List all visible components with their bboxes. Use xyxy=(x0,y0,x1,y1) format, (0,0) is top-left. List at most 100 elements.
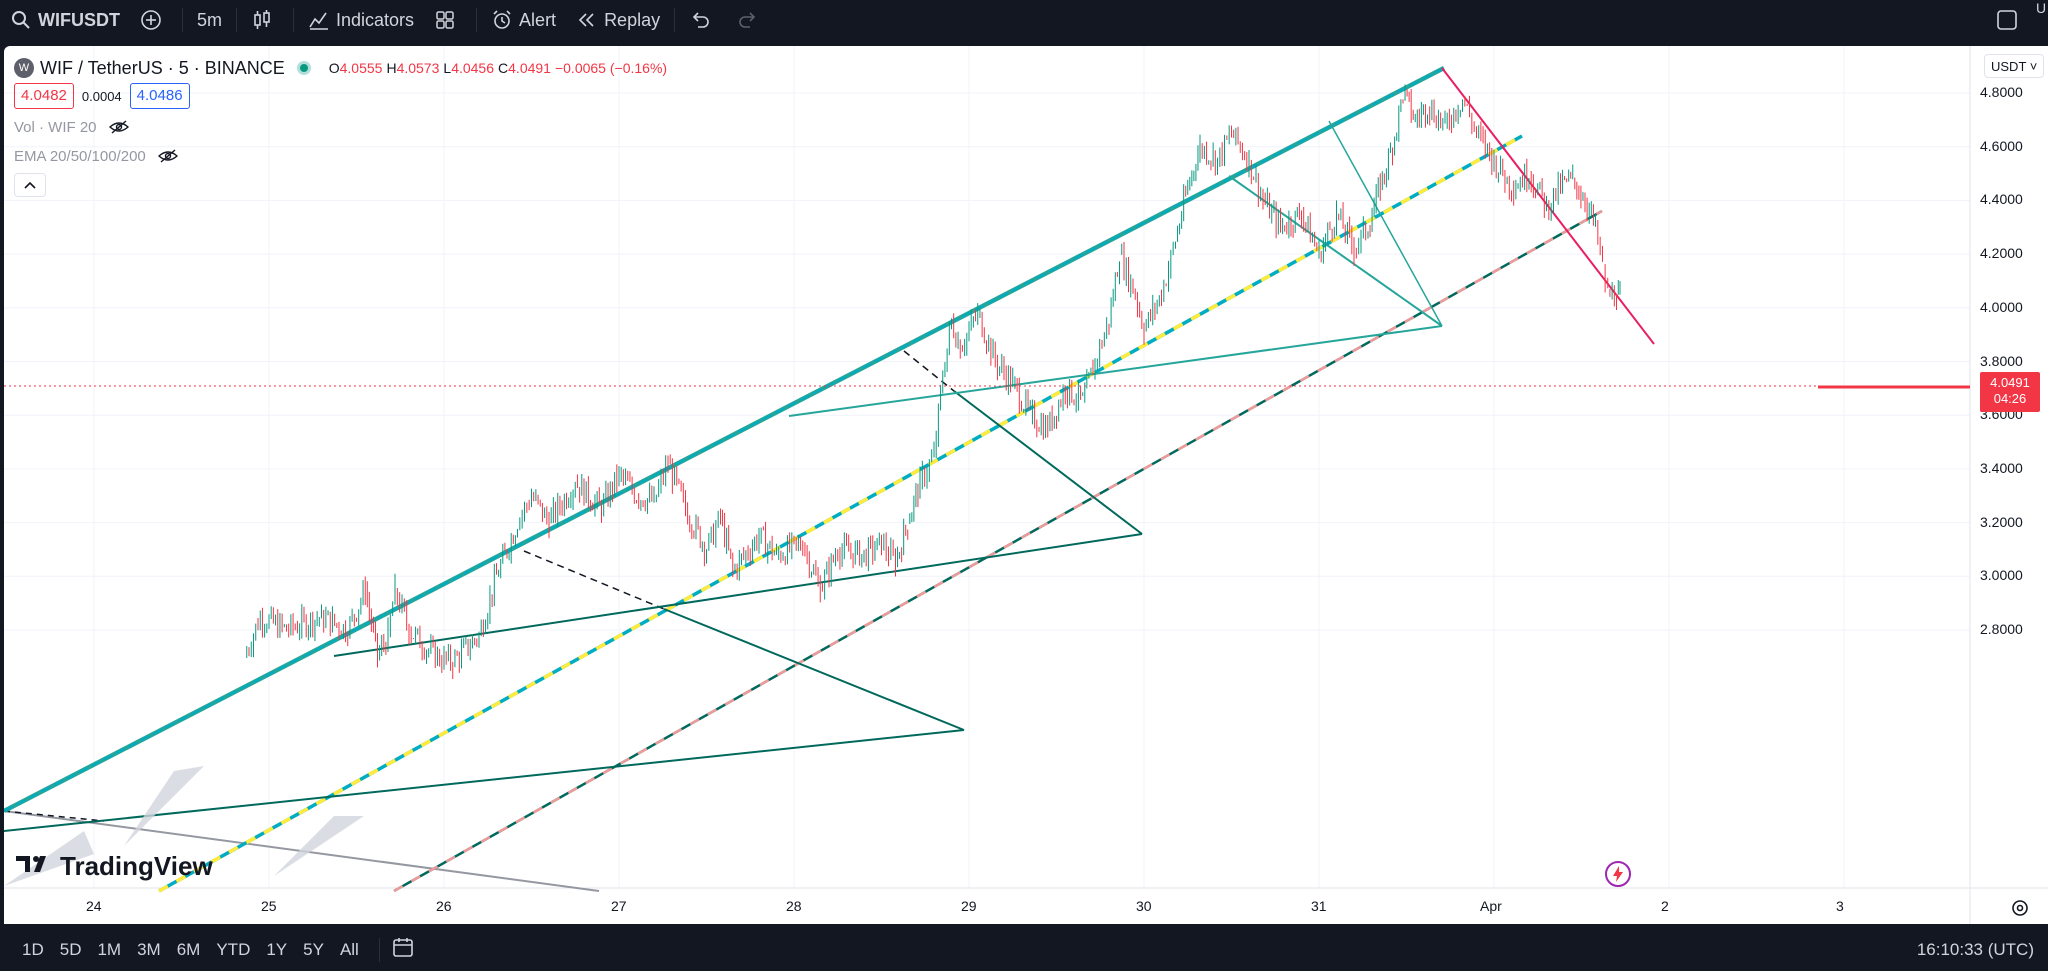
right-edge-text: U xyxy=(2036,0,2047,16)
bid-ask-row: 4.0482 0.0004 4.0486 xyxy=(14,80,671,112)
chart-panel[interactable]: W WIF / TetherUS · 5 · BINANCE O 4.0555 H… xyxy=(4,46,2048,924)
price-tick-label: 3.0000 xyxy=(1980,567,2023,584)
candles-icon xyxy=(251,9,273,31)
toolbar-separator xyxy=(236,8,237,32)
gray-arrow-shape xyxy=(274,816,374,876)
compare-symbol-button[interactable] xyxy=(130,0,178,40)
volume-indicator-label: Vol · WIF 20 xyxy=(14,118,97,136)
calendar-icon xyxy=(392,938,414,962)
close-value: 4.0491 xyxy=(508,60,551,76)
utc-clock[interactable]: 16:10:33 (UTC) xyxy=(1916,940,2034,959)
lower-triangle-resistance xyxy=(663,608,965,731)
close-key: C xyxy=(498,60,509,76)
alert-button[interactable]: Alert xyxy=(481,0,566,40)
range-button-6m[interactable]: 6M xyxy=(176,939,201,959)
range-button-ytd[interactable]: YTD xyxy=(216,939,251,959)
gray-arrow-shape xyxy=(124,766,214,846)
range-button-3m[interactable]: 3M xyxy=(137,939,161,959)
range-button-1d[interactable]: 1D xyxy=(22,939,44,959)
range-button-5d[interactable]: 5D xyxy=(59,939,82,959)
indicators-button[interactable]: Indicators xyxy=(298,0,424,40)
search-icon xyxy=(10,9,32,31)
lower-channel-line xyxy=(393,209,1603,893)
currency-selector[interactable]: USDT ˅ xyxy=(1984,54,2045,78)
chevron-up-icon xyxy=(24,176,36,194)
spread-value: 0.0004 xyxy=(81,88,122,104)
symbol-title[interactable]: WIF / TetherUS · 5 · BINANCE xyxy=(40,57,285,78)
volume-indicator-row[interactable]: Vol · WIF 20 xyxy=(14,112,671,142)
open-value: 4.0555 xyxy=(339,60,383,76)
undo-button[interactable] xyxy=(679,0,727,40)
interval-button[interactable]: 5m xyxy=(196,9,222,30)
gray-arrow-shape xyxy=(4,831,94,886)
upper-triangle-base xyxy=(788,325,1443,417)
replay-button[interactable]: Replay xyxy=(566,0,670,40)
rewind-icon xyxy=(576,9,598,31)
hidden-eye-icon[interactable] xyxy=(108,119,129,135)
gray-dashed-line xyxy=(4,810,105,822)
chart-canvas[interactable] xyxy=(4,46,2048,924)
tradingview-logo[interactable]: TradingView xyxy=(16,851,213,882)
price-tick-label: 4.2000 xyxy=(1980,245,2023,262)
upper-channel-dash xyxy=(4,67,1445,812)
redo-icon xyxy=(737,9,759,31)
high-value: 4.0573 xyxy=(396,60,440,76)
time-tick-label: Apr xyxy=(1480,898,1502,914)
tv-logo-icon xyxy=(16,853,52,881)
hidden-eye-icon[interactable] xyxy=(157,148,178,164)
time-tick-label: 30 xyxy=(1136,898,1152,914)
time-tick-label: 24 xyxy=(86,898,102,914)
plus-circle-icon xyxy=(140,9,162,31)
range-button-5y[interactable]: 5Y xyxy=(303,939,324,959)
symbol-logo-icon: W xyxy=(14,58,34,78)
layouts-button[interactable] xyxy=(424,0,472,40)
redo-button[interactable] xyxy=(727,0,775,40)
change-value: −0.0065 (−0.16%) xyxy=(554,60,668,76)
last-price-value: 4.0491 xyxy=(1990,375,2030,390)
tradingview-watermark: TradingView xyxy=(60,851,213,881)
price-tick-label: 3.8000 xyxy=(1980,352,2023,369)
dashed-connector-2 xyxy=(903,350,955,392)
goto-date-button[interactable] xyxy=(392,936,414,963)
settings-icon[interactable] xyxy=(2010,898,2030,918)
price-tick-label: 2.8000 xyxy=(1980,621,2023,637)
range-button-1y[interactable]: 1Y xyxy=(266,939,288,959)
buy-price-button[interactable]: 4.0486 xyxy=(129,83,190,109)
date-range-list: 1D 5D 1M 3M 6M YTD 1Y 5Y All xyxy=(0,940,367,960)
chart-type-button[interactable] xyxy=(241,0,289,40)
range-button-1m[interactable]: 1M xyxy=(97,939,122,959)
lower-triangle-support xyxy=(4,729,965,832)
market-open-icon xyxy=(296,61,311,75)
collapse-row xyxy=(14,170,671,200)
collapse-legend-button[interactable] xyxy=(14,173,46,197)
square-icon xyxy=(1996,10,2018,35)
lightning-icon[interactable] xyxy=(1604,860,1632,888)
ema-indicator-label: EMA 20/50/100/200 xyxy=(14,147,146,165)
sell-price-button[interactable]: 4.0482 xyxy=(14,83,74,109)
last-price-tag: 4.0491 04:26 xyxy=(1980,372,2040,412)
price-tick-label: 3.4000 xyxy=(1980,459,2023,476)
low-value: 4.0456 xyxy=(451,60,495,76)
toolbar-separator xyxy=(293,8,294,32)
descending-resistance xyxy=(1441,67,1655,345)
symbol-search-button[interactable]: WIFUSDT xyxy=(0,0,130,40)
time-tick-label: 27 xyxy=(611,898,627,914)
fullscreen-button[interactable] xyxy=(1996,9,2018,31)
time-tick-label: 31 xyxy=(1311,898,1327,914)
indicators-label: Indicators xyxy=(336,9,415,30)
alert-label: Alert xyxy=(519,9,557,30)
toolbar-separator xyxy=(674,8,676,32)
upper-triangle-top xyxy=(1228,175,1443,327)
undo-icon xyxy=(689,9,711,31)
price-tick-label: 4.6000 xyxy=(1980,137,2023,154)
toolbar-separator xyxy=(378,937,380,962)
range-button-all[interactable]: All xyxy=(339,939,359,959)
price-tick-label: 3.2000 xyxy=(1980,513,2023,530)
mid-channel-line xyxy=(158,134,1523,893)
ema-indicator-row[interactable]: EMA 20/50/100/200 xyxy=(14,142,671,170)
time-tick-label: 25 xyxy=(261,898,277,914)
price-tick-label: 4.8000 xyxy=(1980,84,2023,100)
time-tick-label: 3 xyxy=(1836,898,1844,914)
bar-countdown: 04:26 xyxy=(1993,391,2027,406)
high-key: H xyxy=(386,60,397,76)
